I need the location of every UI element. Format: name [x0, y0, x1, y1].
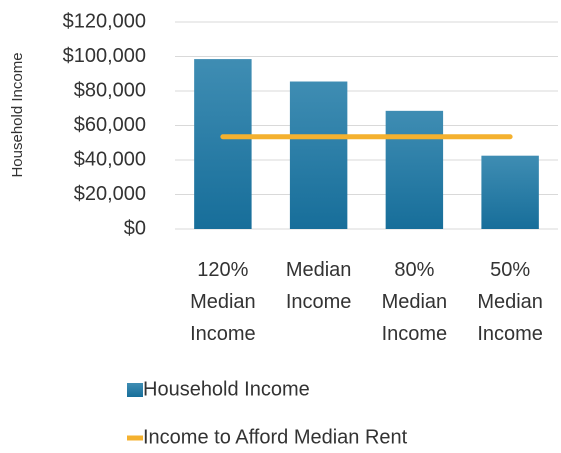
y-axis-label: Household Income — [9, 52, 26, 177]
y-tick-label: $120,000 — [63, 10, 146, 32]
bar — [481, 155, 539, 229]
y-tick-label: $80,000 — [74, 79, 146, 101]
bar — [385, 110, 444, 229]
y-tick-label: $0 — [124, 217, 146, 239]
legend-label: Household Income — [143, 378, 310, 400]
x-tick-label: 80% Median Income — [381, 259, 448, 345]
y-tick-label: $60,000 — [74, 114, 146, 136]
legend-swatch — [127, 383, 143, 397]
y-tick-label: $100,000 — [63, 45, 146, 67]
y-tick-label: $40,000 — [74, 148, 146, 170]
bar — [289, 81, 348, 229]
y-tick-label: $20,000 — [74, 183, 146, 205]
x-tick-label: Median Income — [285, 259, 352, 313]
x-tick-label: 120% Median Income — [190, 259, 256, 345]
legend-label: Income to Afford Median Rent — [143, 426, 408, 448]
x-tick-label: 50% Median Income — [477, 259, 543, 345]
bar — [194, 59, 252, 230]
